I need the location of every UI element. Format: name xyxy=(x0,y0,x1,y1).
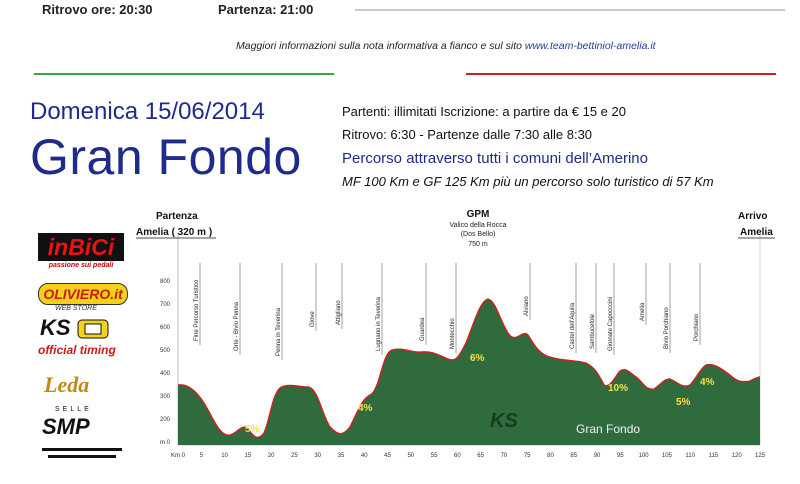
gpm-label: GPM xyxy=(467,209,490,220)
gpm-place: Valico della Rocca xyxy=(449,222,506,229)
x-tick-label: 55 xyxy=(431,453,438,459)
start-time: Partenza: 21:00 xyxy=(218,2,314,17)
x-tick-label: 35 xyxy=(338,453,345,459)
x-tick-label: Km 0 xyxy=(171,453,186,459)
profile-line xyxy=(177,298,761,439)
ks-tagline: official timing xyxy=(38,343,116,357)
ks-badge-icon xyxy=(77,319,109,339)
sponsor-stripe-icon xyxy=(42,448,122,458)
place-label: Orte - Bivio Penna xyxy=(234,301,240,351)
x-tick-label: 40 xyxy=(361,453,368,459)
x-tick-label: 70 xyxy=(501,453,508,459)
x-tick-label: 100 xyxy=(639,453,650,459)
y-tick-label: 400 xyxy=(160,371,171,377)
info-distances: MF 100 Km e GF 125 Km più un percorso so… xyxy=(342,174,714,189)
gradient-label: 5% xyxy=(245,424,260,435)
place-label: Amelia xyxy=(640,302,646,321)
x-tick-label: 50 xyxy=(407,453,414,459)
x-tick-label: 120 xyxy=(732,453,743,459)
x-tick-label: 110 xyxy=(685,453,695,459)
x-ticks: Km 0 5 10 15 20 25 30 35 40 45 50 55 60 65 70 75 80 85 90 9… xyxy=(171,453,766,459)
place-label: Alviano xyxy=(524,296,530,316)
x-tick-label: 85 xyxy=(570,453,577,459)
tiny-text-strip xyxy=(355,9,785,11)
place-label: Sambucetole xyxy=(590,313,596,349)
meeting-time: Ritrovo ore: 20:30 xyxy=(42,2,153,17)
info-schedule: Ritrovo: 6:30 - Partenze dalle 7:30 alle… xyxy=(342,127,593,142)
gradient-label: 5% xyxy=(676,397,691,408)
ks-watermark: KS xyxy=(490,410,518,432)
inbici-tagline: passione sui pedali xyxy=(48,262,114,269)
x-tick-label: 45 xyxy=(384,453,391,459)
place-label: Castel dell’Aquila xyxy=(570,302,576,349)
x-tick-label: 10 xyxy=(221,453,228,459)
place-label: Giornate Capocccini xyxy=(608,297,614,351)
info-route: Percorso attraverso tutti i comuni dell’… xyxy=(342,150,648,167)
ks-logo-text: KS xyxy=(40,315,71,340)
x-tick-label: 75 xyxy=(524,453,531,459)
x-tick-label: 105 xyxy=(662,453,673,459)
place-label: Guardea xyxy=(420,317,426,341)
profile-area xyxy=(178,299,760,445)
x-tick-label: 65 xyxy=(477,453,484,459)
info-participants: Partenti: illimitati Iscrizione: a parti… xyxy=(342,104,626,119)
oliviero-logo: OLIVIERO.it xyxy=(38,283,128,305)
x-tick-label: 20 xyxy=(268,453,275,459)
gradient-label: 10% xyxy=(608,383,628,394)
place-labels: Fine Percorso Turistico Orte - Bivio Penn… xyxy=(194,263,701,360)
event-title: Gran Fondo xyxy=(30,129,302,185)
gradient-label: 6% xyxy=(470,353,485,364)
more-info-text: Maggiori informazioni sulla nota informa… xyxy=(236,40,525,52)
y-tick-label: 600 xyxy=(160,325,171,331)
x-tick-label: 80 xyxy=(547,453,554,459)
place-label: Montecchio xyxy=(450,318,456,349)
gradient-label: 4% xyxy=(358,403,373,414)
start-label: Partenza xyxy=(156,211,198,222)
x-tick-label: 15 xyxy=(244,453,251,459)
event-date: Domenica 15/06/2014 xyxy=(30,98,265,125)
place-label: Porchiano xyxy=(694,313,700,341)
ks-logo: KS xyxy=(40,315,109,341)
y-tick-label: 300 xyxy=(160,394,171,400)
oliviero-tagline: WEB STORE xyxy=(55,305,97,312)
x-tick-label: 5 xyxy=(200,453,204,459)
altitude-profile: Fine Percorso Turistico Orte - Bivio Penn… xyxy=(136,209,775,459)
place-label: Attigliano xyxy=(336,300,342,325)
y-tick-label: 200 xyxy=(160,417,171,423)
x-tick-label: 90 xyxy=(594,453,601,459)
selle-label: SELLE xyxy=(55,406,92,413)
gradient-label: 4% xyxy=(700,377,715,388)
y-tick-label: m 0 xyxy=(160,440,171,446)
y-tick-label: 700 xyxy=(160,302,171,308)
x-tick-label: 60 xyxy=(454,453,461,459)
leda-logo: Leda xyxy=(44,372,90,397)
place-label: Bivio Porchiano xyxy=(664,307,670,349)
red-rule xyxy=(466,73,776,75)
y-tick-label: 500 xyxy=(160,348,171,354)
place-label: Penna in Teverina xyxy=(276,307,282,356)
gpm-altitude: 750 m xyxy=(468,241,488,248)
end-place: Amelia xyxy=(740,227,773,238)
x-tick-label: 125 xyxy=(755,453,766,459)
end-label: Arrivo xyxy=(738,211,767,222)
x-tick-label: 25 xyxy=(291,453,298,459)
x-tick-label: 95 xyxy=(617,453,624,459)
y-tick-label: 800 xyxy=(160,279,171,285)
more-info-line: Maggiori informazioni sulla nota informa… xyxy=(236,40,656,52)
green-rule xyxy=(34,73,334,75)
x-tick-label: 115 xyxy=(709,453,719,459)
y-ticks: 800 700 600 500 400 300 200 m 0 xyxy=(160,279,171,446)
gran-fondo-watermark: Gran Fondo xyxy=(576,422,640,436)
place-label: Lugnano in Teverina xyxy=(376,296,382,351)
place-label: Fine Percorso Turistico xyxy=(194,279,200,341)
place-label: Giove xyxy=(310,311,316,327)
start-place: Amelia ( 320 m ) xyxy=(136,227,212,238)
website-link[interactable]: www.team-bettiniol-amelia.it xyxy=(524,40,656,52)
x-tick-label: 30 xyxy=(314,453,321,459)
inbici-logo: inBiCi xyxy=(38,233,124,261)
smp-logo: SMP xyxy=(42,414,90,439)
gpm-place-sub: (Dos Bello) xyxy=(461,231,496,238)
